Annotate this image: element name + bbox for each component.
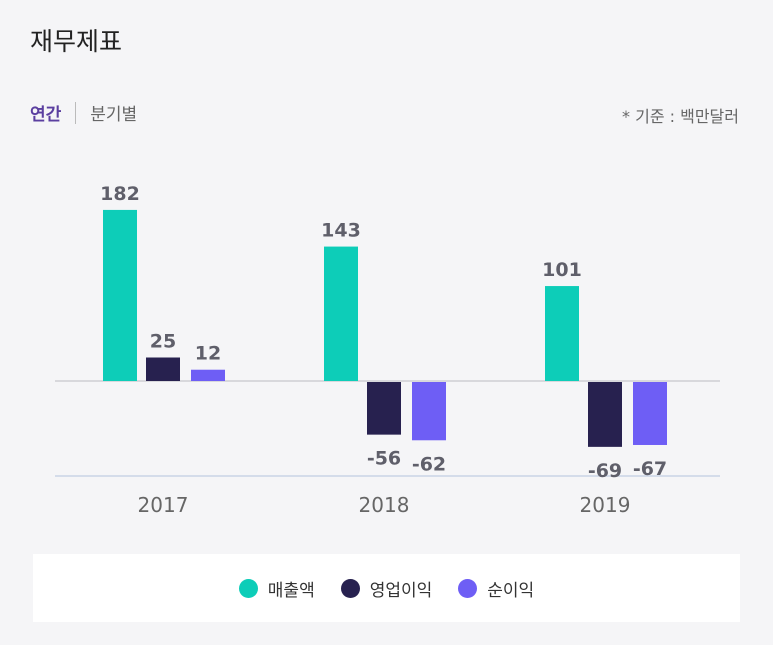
bar-revenue-2017 xyxy=(103,209,137,381)
tab-divider xyxy=(75,101,77,124)
bar-revenue-2019 xyxy=(545,286,579,381)
data-label-net-2018: -62 xyxy=(412,453,446,475)
unit-note: * 기준 : 백만달러 xyxy=(622,107,739,126)
bar-net-2018 xyxy=(412,382,446,441)
bar-revenue-2018 xyxy=(324,246,358,381)
data-label-revenue-2017: 182 xyxy=(100,183,140,205)
legend-label-operating: 영업이익 xyxy=(369,580,433,601)
tab-annual[interactable]: 연간 xyxy=(30,105,62,125)
data-label-operating-2018: -56 xyxy=(367,448,401,470)
legend-item-net[interactable]: 순이익 xyxy=(458,576,534,601)
legend-dot-operating xyxy=(340,578,360,598)
x-tick-label-2017: 2017 xyxy=(138,493,189,517)
period-tabs: 연간 분기별 xyxy=(30,100,137,125)
bar-net-2017 xyxy=(191,369,225,381)
page-title: 재무제표 xyxy=(30,27,123,56)
legend-label-revenue: 매출액 xyxy=(267,580,315,601)
legend-item-operating[interactable]: 영업이익 xyxy=(340,576,433,601)
bar-net-2019 xyxy=(633,382,667,445)
x-tick-label-2019: 2019 xyxy=(580,493,631,517)
data-label-operating-2019: -69 xyxy=(588,460,622,482)
legend-dot-revenue xyxy=(238,578,258,598)
data-label-net-2019: -67 xyxy=(633,458,667,480)
tab-quarterly[interactable]: 분기별 xyxy=(90,105,138,125)
legend-item-revenue[interactable]: 매출액 xyxy=(238,576,315,601)
bar-operating-2018 xyxy=(367,382,401,435)
data-label-revenue-2018: 143 xyxy=(321,220,361,242)
data-label-revenue-2019: 101 xyxy=(542,259,582,281)
data-label-net-2017: 12 xyxy=(195,343,221,365)
bar-operating-2017 xyxy=(146,357,180,381)
x-tick-label-2018: 2018 xyxy=(359,493,410,517)
legend-label-net: 순이익 xyxy=(487,580,535,601)
chart-legend: 매출액 영업이익 순이익 xyxy=(33,554,740,622)
data-label-operating-2017: 25 xyxy=(150,331,176,353)
legend-dot-net xyxy=(458,578,478,598)
bar-operating-2019 xyxy=(588,382,622,447)
